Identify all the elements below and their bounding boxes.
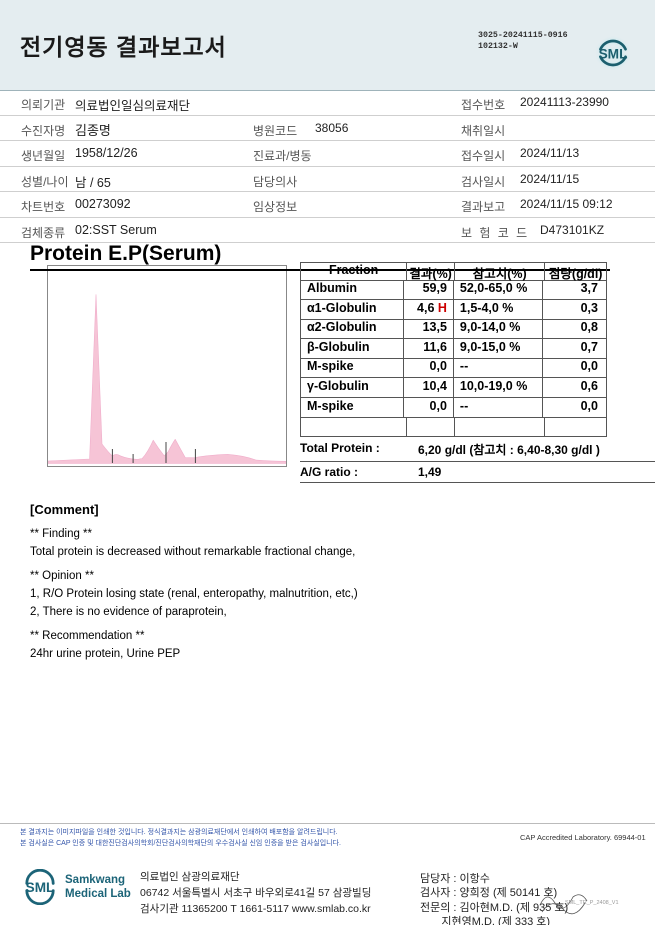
svg-text:SML: SML <box>26 880 55 895</box>
svg-text:SML: SML <box>599 46 628 61</box>
